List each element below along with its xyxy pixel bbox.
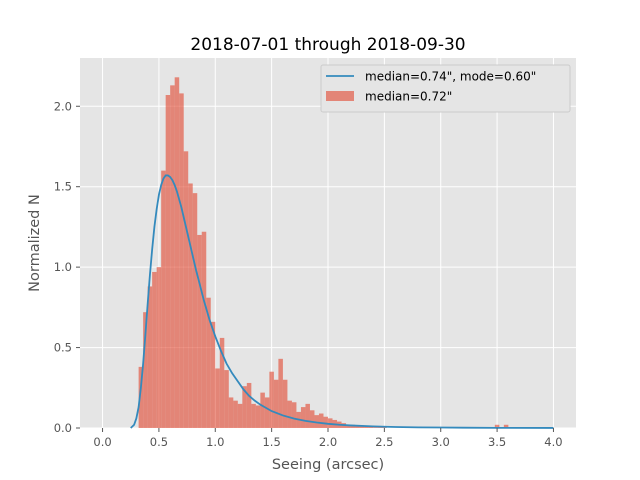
y-axis-ticks: 0.0 0.5 1.0 1.5 2.0 [54, 99, 80, 435]
legend-histogram-swatch [326, 91, 354, 101]
histogram-bar [318, 413, 324, 428]
histogram-bar [300, 407, 306, 428]
histogram-bar [355, 425, 360, 428]
histogram-bar [174, 77, 180, 428]
y-tick-label: 2.0 [54, 99, 72, 113]
x-axis-label: Seeing (arcsec) [272, 457, 384, 473]
fit-curve-line [130, 174, 554, 429]
y-tick-label: 1.0 [54, 260, 72, 274]
histogram-bar [233, 400, 238, 428]
histogram-bar [273, 379, 279, 428]
histogram-bar [305, 403, 310, 428]
histogram-bar [309, 410, 315, 428]
histogram-bar [197, 234, 202, 428]
histogram-bar [368, 426, 374, 428]
x-tick-label: 2.5 [375, 435, 393, 449]
histogram-bar [359, 426, 365, 428]
histogram-bar [219, 337, 225, 428]
histogram-bar [188, 183, 193, 428]
histogram-bar [282, 379, 288, 428]
histogram-bar [246, 382, 252, 428]
histogram-bar [152, 271, 157, 428]
histogram-bar [373, 427, 378, 428]
histogram-bar [269, 371, 274, 428]
histogram-bar [242, 386, 247, 428]
x-tick-label: 1.0 [206, 435, 224, 449]
histogram-bar [156, 267, 162, 428]
y-axis-label: Normalized N [27, 194, 43, 292]
x-tick-label: 2.0 [319, 435, 337, 449]
histogram-bar [138, 366, 144, 428]
histogram-bar [264, 397, 270, 428]
histogram-bar [165, 95, 171, 428]
histogram-bar [377, 427, 383, 428]
x-tick-label: 0.0 [93, 435, 111, 449]
histogram-bar [287, 400, 292, 428]
histogram-bar [255, 405, 261, 428]
histogram-bar [170, 85, 175, 428]
histogram-bar [192, 193, 198, 428]
x-tick-label: 3.0 [432, 435, 450, 449]
histogram-bar [278, 358, 283, 428]
histogram-bar [346, 424, 351, 428]
y-tick-label: 0.5 [54, 341, 72, 355]
histogram-bar [143, 312, 148, 428]
histogram-bar [183, 151, 189, 428]
y-tick-label: 0.0 [54, 421, 72, 435]
legend-box [320, 64, 571, 113]
x-tick-label: 3.5 [488, 435, 506, 449]
histogram-bar [503, 424, 509, 428]
legend-curve-label: median=0.74", mode=0.60" [365, 70, 536, 84]
histogram-bar [237, 403, 243, 428]
histogram-bar [161, 170, 166, 428]
histogram-bar [201, 231, 207, 428]
x-axis-ticks: 0.0 0.5 1.0 1.5 2.0 2.5 3.0 3.5 4.0 [93, 428, 563, 449]
histogram-bar [251, 403, 256, 428]
x-tick-label: 4.0 [544, 435, 562, 449]
histogram-bar [314, 415, 319, 428]
chart-title: 2018-07-01 through 2018-09-30 [190, 35, 465, 55]
histogram-bar [215, 368, 220, 428]
histogram-bar [228, 397, 234, 428]
legend: median=0.74", mode=0.60" median=0.72" [320, 64, 571, 113]
histogram-bar [147, 286, 153, 428]
x-tick-label: 1.5 [262, 435, 280, 449]
histogram-bar [494, 424, 500, 428]
histogram-bar [224, 370, 229, 428]
histogram-bar [210, 321, 216, 428]
y-tick-label: 1.5 [54, 180, 72, 194]
histogram-bar [364, 426, 369, 428]
histogram-bar [179, 93, 184, 429]
histogram-bar [291, 402, 297, 428]
histogram-bar [323, 416, 328, 428]
histogram-bars [138, 77, 509, 429]
legend-histogram-label: median=0.72" [365, 90, 452, 104]
histogram-bar [260, 392, 265, 428]
histogram-bar [206, 297, 211, 428]
x-tick-label: 0.5 [150, 435, 168, 449]
